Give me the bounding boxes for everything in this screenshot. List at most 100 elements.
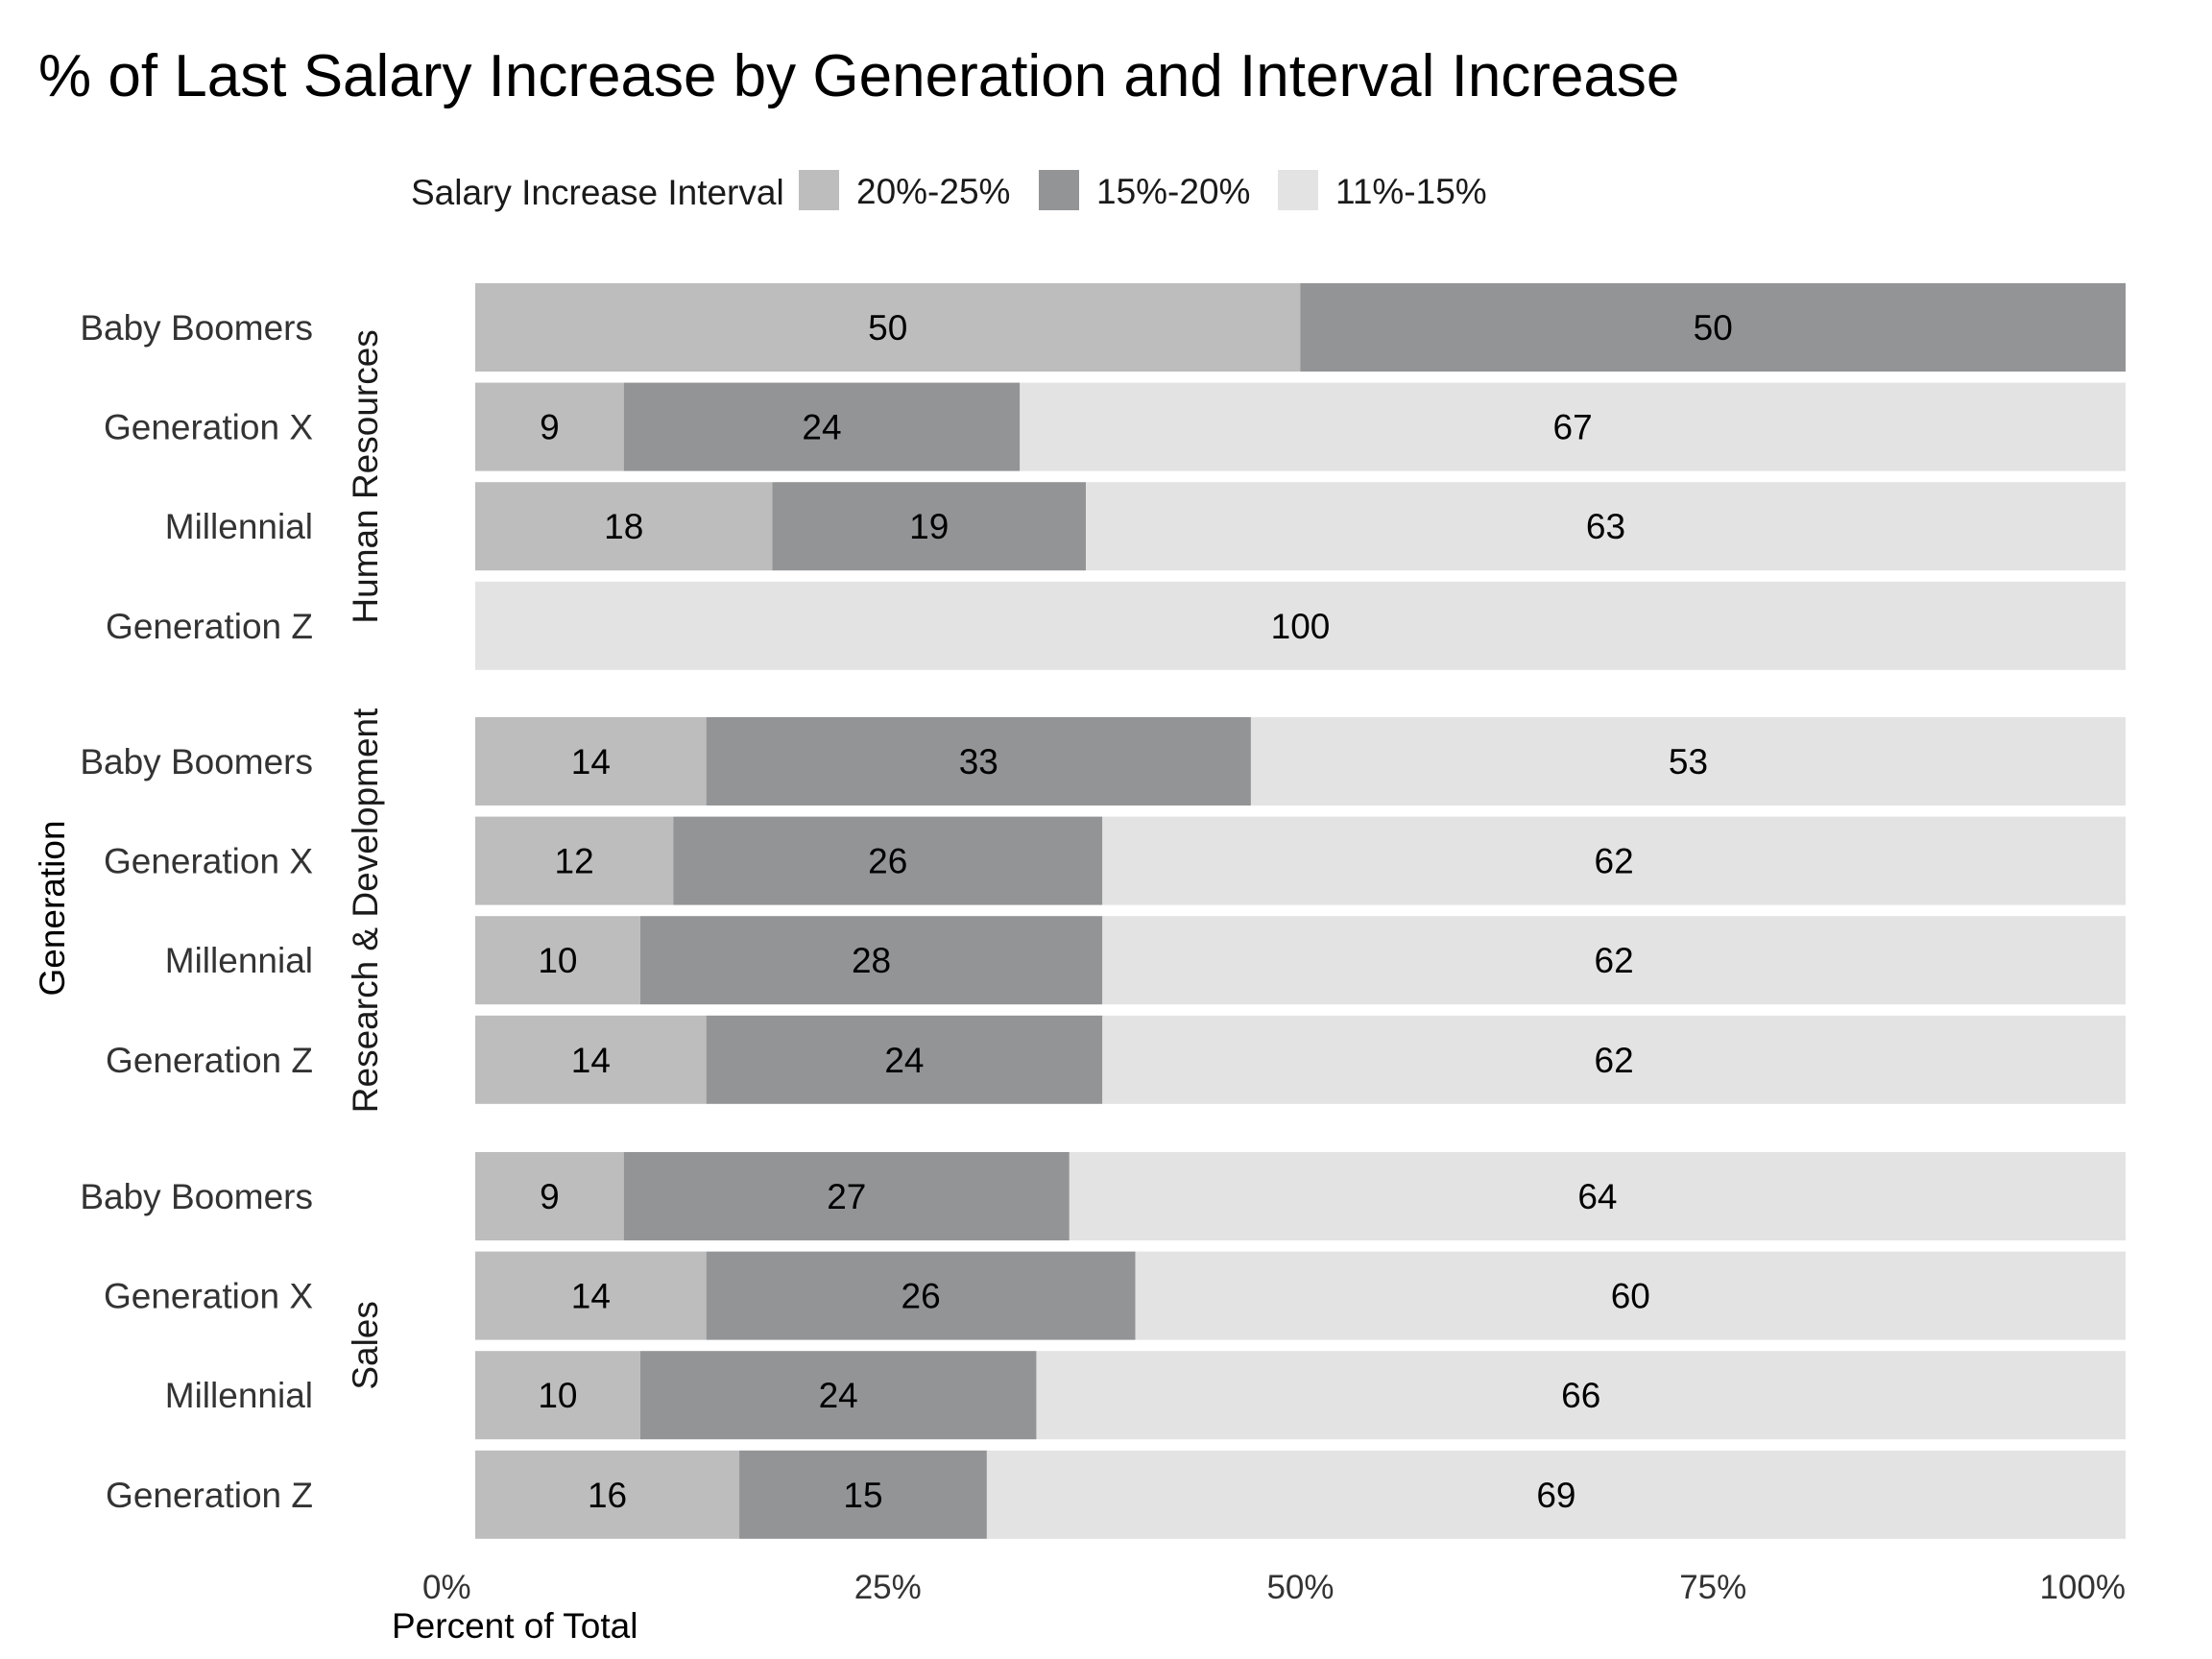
category-label: Generation Z [106,1476,313,1515]
facet-label-sales: Sales [346,1301,385,1390]
data-label: 26 [902,1277,941,1316]
bar-segment-15-20 [639,916,1103,1005]
data-label: 28 [852,941,891,980]
data-label: 15 [843,1476,882,1515]
bar-segment-15-20 [739,1450,987,1539]
data-label: 14 [571,742,611,781]
data-label: 12 [555,842,594,881]
y-axis-title: Generation [33,820,72,996]
bar-segment-15-20 [706,717,1251,805]
bar-segment-11-15 [1102,916,2126,1005]
data-label: 67 [1553,408,1593,447]
x-tick-label: 0% [422,1569,471,1606]
data-label: 16 [588,1476,627,1515]
data-label: 18 [604,507,643,546]
bar-segment-11-15 [1086,482,2126,571]
bar-segment-20-25 [475,1015,707,1104]
x-tick-label: 50% [1266,1569,1334,1606]
data-label: 66 [1561,1376,1600,1415]
legend-label-11-15: 11%-15% [1335,172,1487,211]
data-label: 14 [571,1041,611,1080]
bar-segment-20-25 [475,816,674,905]
category-label: Millennial [165,941,313,980]
category-label: Baby Boomers [80,1177,313,1216]
bar-segment-11-15 [1020,382,2126,471]
data-label: 33 [959,742,998,781]
category-label: Generation Z [106,607,313,646]
data-label: 100 [1271,607,1331,646]
category-label: Generation X [104,408,313,447]
bar-segment-20-25 [475,382,624,471]
legend-label-20-25: 20%-25% [856,172,1010,211]
data-label: 9 [540,408,560,447]
bar-segment-15-20 [706,1015,1103,1104]
bar-segment-20-25 [475,916,640,1005]
bar-segment-11-15 [475,581,2126,670]
facet-label-human-resources: Human Resources [346,329,385,623]
bar-segment-15-20 [623,382,1021,471]
category-label: Generation X [104,1277,313,1316]
category-label: Generation X [104,842,313,881]
facet-label-research-development: Research & Development [346,708,385,1113]
data-label: 9 [540,1177,560,1216]
legend-key-15-20 [1039,170,1079,210]
data-label: 64 [1577,1177,1617,1216]
data-label: 26 [868,842,907,881]
data-label: 19 [909,507,949,546]
plot-area: Human Resources Baby Boomers 50 50 Generatio… [80,283,2126,1539]
data-label: 14 [571,1277,611,1316]
x-tick-label: 25% [854,1569,922,1606]
bar-segment-15-20 [706,1251,1136,1340]
bar-segment-15-20 [623,1152,1070,1240]
category-label: Baby Boomers [80,308,313,348]
data-label: 62 [1595,842,1634,881]
x-tick-label: 100% [2039,1569,2126,1606]
bar-segment-20-25 [475,1351,640,1440]
bar-segment-11-15 [1250,717,2126,805]
data-label: 62 [1595,1041,1634,1080]
data-label: 63 [1586,507,1625,546]
data-label: 53 [1669,742,1708,781]
legend-title: Salary Increase Interval [411,173,784,212]
data-label: 24 [802,408,841,447]
category-label: Baby Boomers [80,742,313,781]
data-label: 69 [1536,1476,1575,1515]
bar-segment-11-15 [1102,816,2126,905]
category-label: Millennial [165,507,313,546]
bar-segment-20-25 [475,482,773,571]
bar-segment-15-20 [1300,283,2126,372]
bar-segment-11-15 [1036,1351,2126,1440]
bar-segment-20-25 [475,717,707,805]
data-label: 10 [538,941,577,980]
data-label: 50 [868,308,907,348]
data-label: 24 [884,1041,924,1080]
legend: Salary Increase Interval 20%-25% 15%-20% 1… [411,170,1487,212]
category-label: Generation Z [106,1041,313,1080]
bar-segment-11-15 [1069,1152,2126,1240]
x-tick-label: 75% [1679,1569,1746,1606]
bar-segment-20-25 [475,283,1301,372]
bar-segment-15-20 [772,482,1087,571]
x-axis-title: Percent of Total [392,1606,637,1646]
data-label: 24 [819,1376,858,1415]
bar-segment-15-20 [639,1351,1037,1440]
bar-segment-20-25 [475,1251,707,1340]
category-label: Millennial [165,1376,313,1415]
bar-segment-11-15 [1135,1251,2126,1340]
chart-title: % of Last Salary Increase by Generation … [38,43,1679,109]
data-label: 10 [538,1376,577,1415]
legend-key-11-15 [1278,170,1318,210]
bar-segment-11-15 [1102,1015,2126,1104]
legend-label-15-20: 15%-20% [1096,172,1250,211]
legend-key-20-25 [799,170,839,210]
data-label: 27 [827,1177,866,1216]
bar-segment-15-20 [673,816,1103,905]
bar-segment-11-15 [986,1450,2126,1539]
data-label: 60 [1611,1277,1650,1316]
data-label: 62 [1595,941,1634,980]
bar-segment-20-25 [475,1152,624,1240]
bar-segment-20-25 [475,1450,740,1539]
data-label: 50 [1694,308,1733,348]
